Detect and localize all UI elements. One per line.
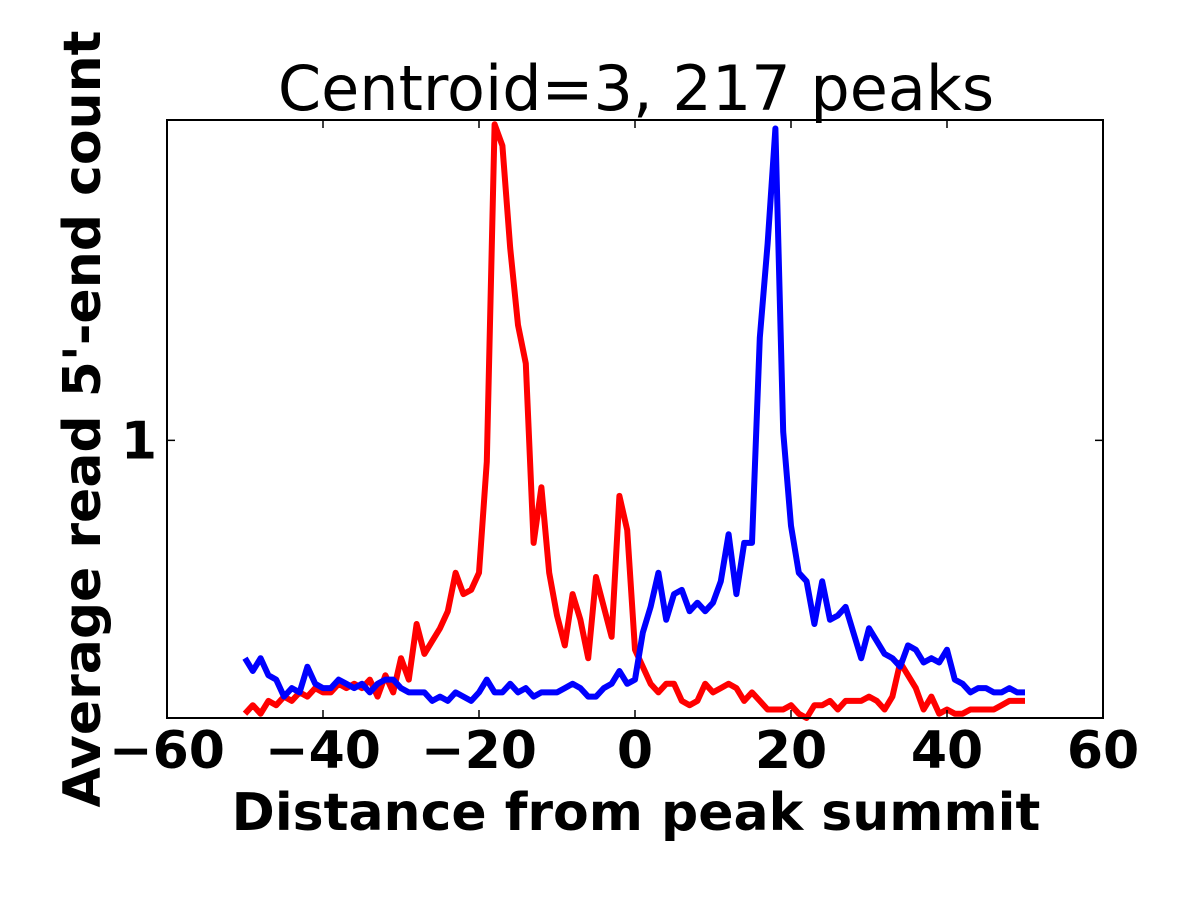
ticks-layer: −60 −40 −20 0 20 40 60 1 [109,120,1139,781]
plot-area: −60 −40 −20 0 20 40 60 1 [109,119,1139,781]
series-line-1 [242,125,1025,704]
y-axis-label: Average read 5'-end count [53,31,113,808]
x-tick-label: 40 [911,721,983,781]
x-tick-label: −20 [421,721,537,781]
x-axis-label: Distance from peak summit [232,783,1041,843]
x-tick-label: 0 [617,721,653,781]
chart-title: Centroid=3, 217 peaks [278,52,994,125]
y-tick-label: 1 [121,411,157,471]
series-layer [242,121,1025,721]
x-tick-label: 60 [1067,721,1139,781]
x-tick-label: −60 [109,721,225,781]
x-tick-label: −40 [265,721,381,781]
x-tick-label: 20 [755,721,827,781]
